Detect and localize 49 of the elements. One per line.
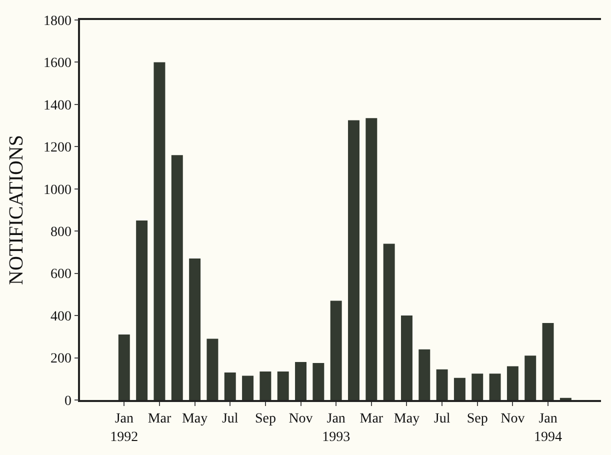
bar: [542, 322, 554, 400]
x-tick-label: Mar: [360, 412, 384, 427]
x-tick-label: Nov: [288, 412, 313, 427]
bar: [383, 244, 395, 400]
y-axis-title: NOTIFICATIONS: [5, 135, 28, 285]
y-tick-label: 600: [50, 267, 72, 282]
x-tick-label: Sep: [254, 412, 276, 427]
bar: [400, 316, 412, 400]
x-tick-label: Nov: [500, 412, 525, 427]
y-tick-label: 1200: [43, 140, 72, 156]
bar: [118, 334, 130, 400]
bar: [454, 378, 466, 400]
x-tick-label: Jan 1992: [110, 412, 138, 445]
bar: [312, 363, 324, 400]
bar: [171, 155, 183, 400]
y-tick-label: 200: [50, 352, 72, 367]
bar: [506, 366, 518, 400]
y-tick-label: 1800: [43, 14, 72, 29]
bar: [524, 356, 536, 400]
y-tick-label: 800: [50, 225, 72, 240]
x-tick-label: Sep: [466, 412, 488, 427]
bar: [348, 120, 360, 400]
bar: [136, 220, 148, 400]
bar: [154, 62, 166, 400]
bar: [366, 118, 378, 400]
bar: [277, 372, 289, 400]
bar: [330, 300, 342, 400]
bar: [189, 258, 201, 400]
bar: [260, 372, 272, 400]
y-tick-label: 1400: [43, 98, 72, 114]
y-tick-label: 0: [64, 394, 72, 409]
bar: [295, 362, 306, 400]
bar: [242, 376, 254, 400]
x-tick-label: Jan 1993: [322, 412, 350, 445]
x-tick-label: May: [394, 412, 420, 427]
bar: [489, 374, 501, 400]
x-tick-label: May: [182, 412, 208, 427]
y-tick-label: 1600: [43, 56, 72, 72]
bar: [436, 369, 448, 400]
y-tick-label: 400: [50, 309, 72, 324]
bar: [224, 372, 236, 400]
y-tick-label: 1000: [43, 182, 72, 198]
bar: [418, 349, 430, 400]
bar: [206, 338, 218, 400]
x-tick-label: Jan 1994: [534, 412, 562, 445]
bar: [472, 374, 484, 400]
x-tick-label: Mar: [148, 412, 172, 427]
x-tick-label: Jul: [222, 412, 238, 427]
x-tick-label: Jul: [434, 412, 450, 427]
